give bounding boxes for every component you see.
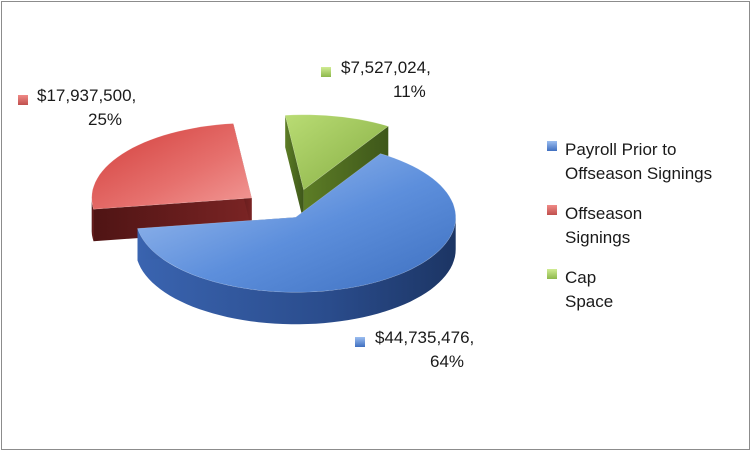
data-label-key-cap-space bbox=[321, 67, 331, 77]
data-label-cap-space: $7,527,024, 11% bbox=[321, 58, 431, 101]
data-label-key-payroll bbox=[355, 337, 365, 347]
legend-swatch-offseason-signings bbox=[547, 205, 557, 215]
legend-label-payroll-line-2: Offseason Signings bbox=[565, 164, 712, 183]
slice-top-cap-space bbox=[284, 114, 389, 191]
data-label-percent-offseason-signings: 25% bbox=[88, 110, 122, 129]
legend-label-payroll-line-1: Payroll Prior to bbox=[565, 140, 676, 159]
legend-label-cap-space-line-1: Cap bbox=[565, 268, 596, 287]
data-label-key-offseason-signings bbox=[18, 95, 28, 105]
data-labels: $44,735,476, 64% $17,937,500, 25% $7,527,024… bbox=[18, 58, 474, 371]
slice-side-offseason-signings bbox=[91, 198, 94, 242]
slice-top-payroll bbox=[137, 153, 456, 293]
data-label-value-offseason-signings: $17,937,500, bbox=[37, 86, 136, 105]
slice-side-payroll bbox=[137, 217, 456, 325]
slice-top-offseason-signings bbox=[91, 123, 253, 210]
slice-payroll bbox=[137, 153, 456, 325]
legend-item-offseason-signings: Offseason Signings bbox=[547, 204, 642, 247]
legend-item-payroll: Payroll Prior to Offseason Signings bbox=[547, 140, 712, 183]
legend-label-cap-space-line-2: Space bbox=[565, 292, 613, 311]
data-label-percent-payroll: 64% bbox=[430, 352, 464, 371]
legend-label-offseason-signings-line-2: Signings bbox=[565, 228, 630, 247]
slice-cut-cap-space-start bbox=[285, 115, 304, 222]
legend-swatch-payroll bbox=[547, 141, 557, 151]
legend-swatch-cap-space bbox=[547, 269, 557, 279]
legend-label-offseason-signings-line-1: Offseason bbox=[565, 204, 642, 223]
data-label-value-payroll: $44,735,476, bbox=[375, 328, 474, 347]
data-label-percent-cap-space: 11% bbox=[393, 82, 426, 101]
data-label-offseason-signings: $17,937,500, 25% bbox=[18, 86, 136, 129]
legend-item-cap-space: Cap Space bbox=[547, 268, 613, 311]
data-label-value-cap-space: $7,527,024, bbox=[341, 58, 431, 77]
data-label-payroll: $44,735,476, 64% bbox=[355, 328, 474, 371]
pie-slices bbox=[91, 114, 456, 325]
